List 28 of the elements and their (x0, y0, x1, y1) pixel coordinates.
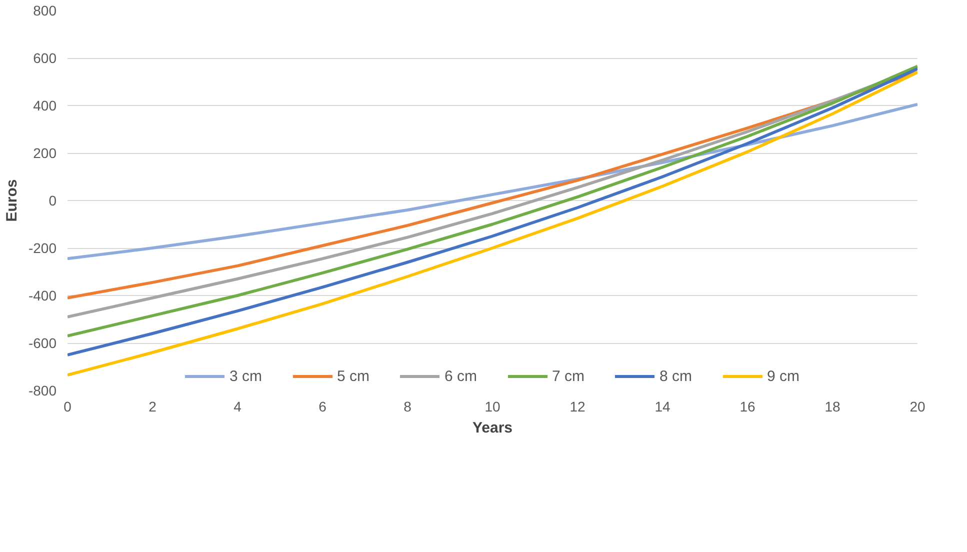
x-tick-label: 18 (824, 398, 840, 414)
x-tick-label: 20 (910, 398, 926, 414)
legend-label: 9 cm (767, 368, 800, 384)
y-tick-label: 200 (33, 145, 57, 161)
y-tick-label: 600 (33, 50, 57, 66)
y-tick-label: -600 (28, 335, 57, 351)
x-tick-label: 12 (570, 398, 586, 414)
legend-label: 6 cm (444, 368, 477, 384)
y-tick-label: -200 (28, 240, 57, 256)
x-tick-label: 8 (404, 398, 412, 414)
x-axis-title: Years (472, 420, 513, 436)
y-tick-label: -800 (28, 382, 57, 398)
legend-label: 3 cm (229, 368, 262, 384)
x-tick-label: 16 (740, 398, 756, 414)
x-tick-label: 0 (64, 398, 72, 414)
y-tick-label: 800 (33, 2, 57, 18)
x-tick-label: 2 (148, 398, 157, 414)
y-tick-label: 400 (33, 98, 57, 114)
y-tick-label: -400 (28, 288, 57, 304)
y-tick-label: 0 (48, 192, 57, 208)
legend-label: 8 cm (660, 368, 692, 384)
y-axis-title: Euros (3, 179, 20, 222)
x-tick-label: 4 (234, 398, 242, 414)
legend-label: 7 cm (552, 368, 585, 384)
x-tick-label: 10 (484, 398, 500, 414)
legend-label: 5 cm (336, 368, 370, 384)
x-tick-label: 6 (318, 398, 327, 414)
x-tick-label: 14 (654, 398, 670, 414)
